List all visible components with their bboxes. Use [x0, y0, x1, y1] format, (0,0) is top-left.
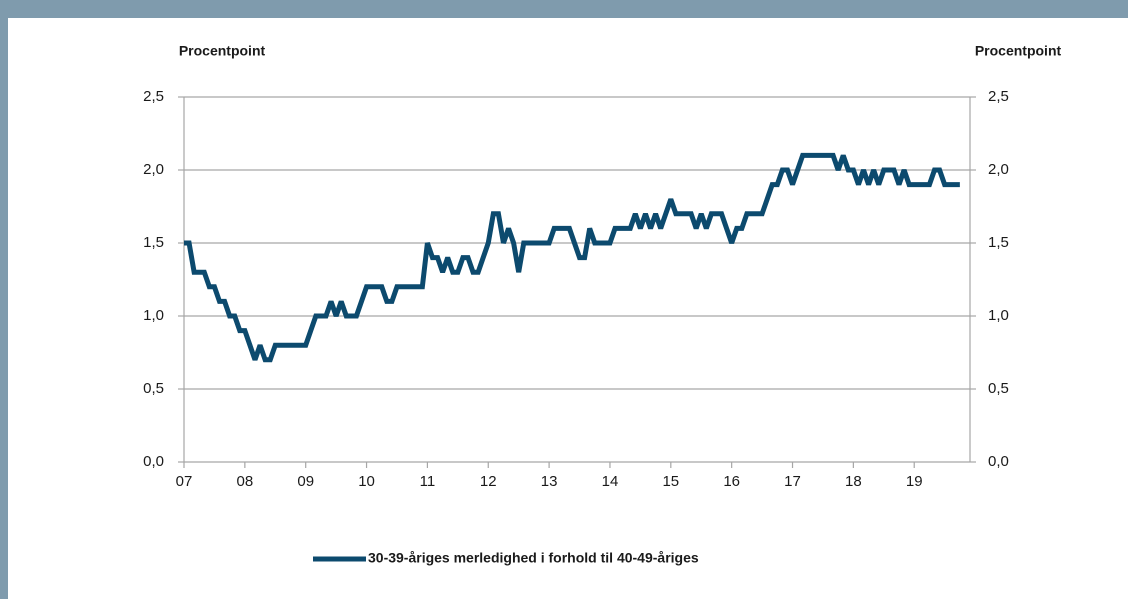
y-tick-label: 1,5 [143, 234, 164, 251]
y-tick-label: 0,0 [143, 453, 164, 470]
y2-tick-label: 1,5 [988, 234, 1009, 251]
x-tick-label: 19 [906, 473, 923, 490]
y2-tick-label: 1,0 [988, 307, 1009, 324]
frame-left [0, 0, 8, 599]
x-tick-label: 08 [237, 473, 254, 490]
y-tick-label: 1,0 [143, 307, 164, 324]
frame-top [0, 0, 1128, 18]
y-tick-label: 2,5 [143, 88, 164, 105]
y2-tick-label: 2,0 [988, 161, 1009, 178]
y-axis-label: Procentpoint [179, 43, 266, 59]
x-tick-label: 16 [723, 473, 740, 490]
x-tick-label: 14 [602, 473, 619, 490]
x-tick-label: 18 [845, 473, 862, 490]
x-tick-label: 15 [662, 473, 679, 490]
series-line [184, 152, 960, 363]
x-tick-label: 10 [358, 473, 375, 490]
x-tick-label: 13 [541, 473, 558, 490]
y2-tick-label: 0,5 [988, 380, 1009, 397]
legend-label: 30-39-åriges merledighed i forhold til 4… [368, 550, 699, 566]
x-tick-label: 17 [784, 473, 801, 490]
x-tick-label: 12 [480, 473, 497, 490]
y2-tick-label: 0,0 [988, 453, 1009, 470]
x-tick-label: 09 [297, 473, 314, 490]
x-tick-label: 07 [176, 473, 193, 490]
y-tick-label: 2,0 [143, 161, 164, 178]
y2-axis-label: Procentpoint [975, 43, 1062, 59]
x-tick-label: 11 [420, 473, 436, 490]
y2-tick-label: 2,5 [988, 88, 1009, 105]
y-tick-label: 0,5 [143, 380, 164, 397]
